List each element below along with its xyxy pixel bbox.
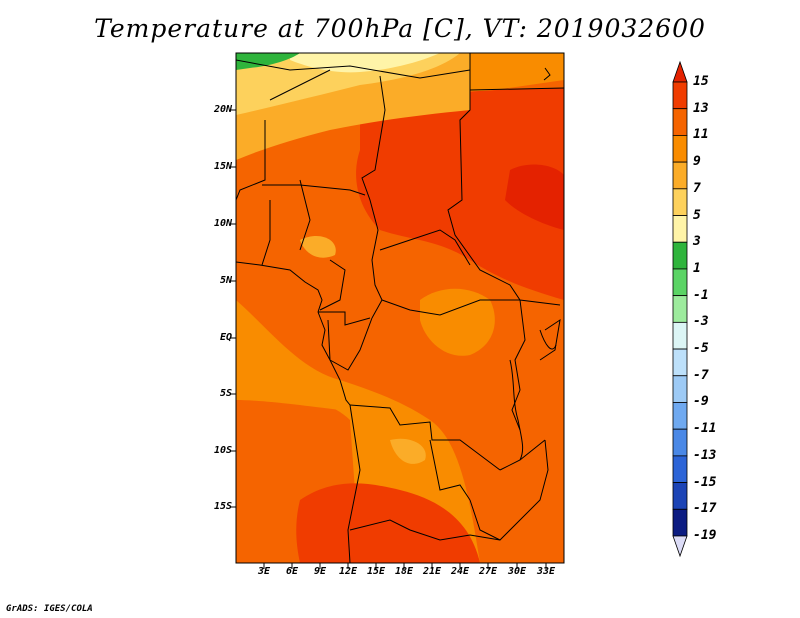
lon-label-9e: 9E	[313, 566, 327, 577]
colorbar-label: -7	[693, 367, 709, 383]
colorbar-bin	[672, 241, 688, 270]
colorbar-label: 1	[693, 260, 701, 276]
colorbar-label: -1	[693, 287, 709, 303]
colorbar-bin	[672, 135, 688, 163]
lon-label-18e: 18E	[394, 566, 414, 577]
lon-label-21e: 21E	[422, 566, 442, 577]
lat-label-20n: 20N	[213, 104, 232, 115]
colorbar-label: 15	[693, 74, 709, 89]
colorbar-label: -13	[693, 447, 717, 463]
colorbar-label: -17	[693, 501, 717, 517]
colorbar-bin	[672, 455, 688, 483]
map-title: Temperature at 700hPa [C], VT: 201903260…	[94, 14, 706, 43]
lat-label-15s: 15S	[213, 501, 232, 512]
field-13-15-south	[296, 483, 480, 563]
colorbar-bin	[672, 428, 688, 457]
colorbar-bin	[672, 295, 688, 323]
field-1-3-north	[236, 53, 300, 70]
colorbar-label: 3	[693, 234, 701, 250]
field-9-11-west	[236, 370, 340, 410]
colorbar-bottom-arrow	[672, 535, 688, 558]
map-frame	[235, 52, 565, 564]
colorbar-label: -15	[693, 474, 717, 490]
axis-ticks	[230, 109, 547, 569]
lat-label-10n: 10N	[213, 218, 232, 229]
lon-label-27e: 27E	[478, 566, 498, 577]
colorbar-label: -5	[693, 341, 709, 357]
colorbar-bin	[672, 348, 688, 377]
colorbar-bin	[672, 268, 688, 297]
colorbar-bin	[672, 482, 688, 510]
colorbar-label: 5	[693, 207, 701, 223]
field-9-11-centre	[420, 288, 495, 356]
colorbar-label: -3	[693, 314, 709, 330]
lon-label-15e: 15E	[366, 566, 386, 577]
country-borders	[236, 53, 564, 563]
lat-label-5s: 5S	[219, 388, 232, 399]
colorbar-top-arrow	[672, 60, 688, 83]
colorbar-bin	[672, 375, 688, 403]
lat-label-15n: 15N	[213, 161, 232, 172]
colorbar-bin	[672, 81, 688, 110]
lon-label-3e: 3E	[257, 566, 271, 577]
colorbar-bin	[672, 161, 688, 190]
colorbar-bin	[672, 321, 688, 350]
grads-credit: GrADS: IGES/COLA	[6, 604, 93, 614]
colorbar-bin	[672, 188, 688, 216]
field-13-15-core	[505, 164, 564, 230]
lat-label-10s: 10S	[213, 445, 232, 456]
lat-label-5n: 5N	[219, 275, 232, 286]
colorbar-label: 7	[693, 180, 701, 196]
colorbar-bin	[672, 508, 688, 537]
colorbar-label: 9	[693, 154, 701, 170]
lon-label-33e: 33E	[536, 566, 556, 577]
coastline	[236, 67, 557, 461]
lon-label-24e: 24E	[450, 566, 470, 577]
field-13-15-sahel	[356, 88, 564, 300]
colorbar-label: -9	[693, 394, 709, 410]
colorbar-label: 13	[693, 100, 709, 116]
colorbar-label: 11	[693, 127, 709, 143]
lon-label-12e: 12E	[338, 566, 358, 577]
colorbar-bin	[672, 108, 688, 136]
lon-label-30e: 30E	[507, 566, 527, 577]
colorbar	[672, 60, 688, 558]
lon-label-6e: 6E	[285, 566, 299, 577]
field-5-7-north	[236, 53, 460, 115]
colorbar-label: -11	[693, 421, 717, 437]
temperature-field	[236, 53, 564, 563]
colorbar-bin	[672, 402, 688, 430]
lat-label-eq: EQ	[219, 332, 232, 343]
colorbar-bin	[672, 215, 688, 243]
colorbar-label: -19	[693, 528, 717, 543]
